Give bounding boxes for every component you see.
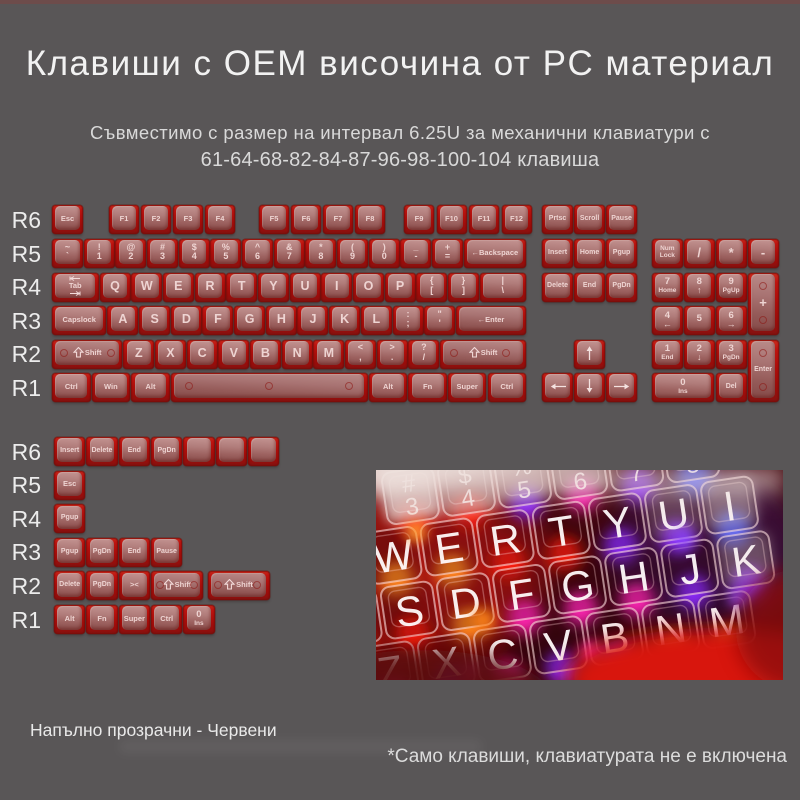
svg-text:R: R	[487, 514, 524, 565]
svg-text:H: H	[615, 552, 652, 603]
svg-text:E: E	[432, 523, 467, 574]
svg-text:V: V	[541, 621, 576, 672]
svg-text:G: G	[558, 560, 597, 611]
svg-text:S: S	[392, 586, 427, 637]
svg-text:Y: Y	[600, 497, 635, 548]
